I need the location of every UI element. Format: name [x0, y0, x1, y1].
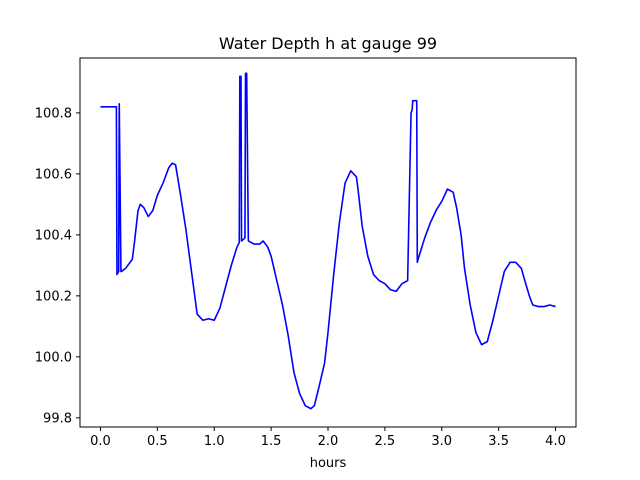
- y-tick-label: 100.8: [35, 106, 72, 121]
- plot-area: [80, 58, 576, 427]
- y-tick-label: 99.8: [43, 411, 72, 426]
- x-tick-label: 4.0: [545, 434, 566, 449]
- y-tick-label: 100.0: [35, 350, 72, 365]
- x-tick-label: 3.5: [488, 434, 509, 449]
- x-tick-label: 3.0: [431, 434, 452, 449]
- x-tick-label: 0.0: [90, 434, 111, 449]
- x-tick-label: 1.0: [204, 434, 225, 449]
- y-tick-label: 100.2: [35, 289, 72, 304]
- chart-title: Water Depth h at gauge 99: [219, 34, 437, 53]
- x-tick-label: 2.5: [375, 434, 396, 449]
- x-axis-label: hours: [310, 456, 347, 471]
- x-tick-label: 0.5: [147, 434, 168, 449]
- y-tick-label: 100.6: [35, 167, 72, 182]
- x-tick-label: 2.0: [318, 434, 339, 449]
- y-tick-label: 100.4: [35, 228, 72, 243]
- series-line-0: [100, 72, 556, 410]
- x-tick-label: 1.5: [261, 434, 282, 449]
